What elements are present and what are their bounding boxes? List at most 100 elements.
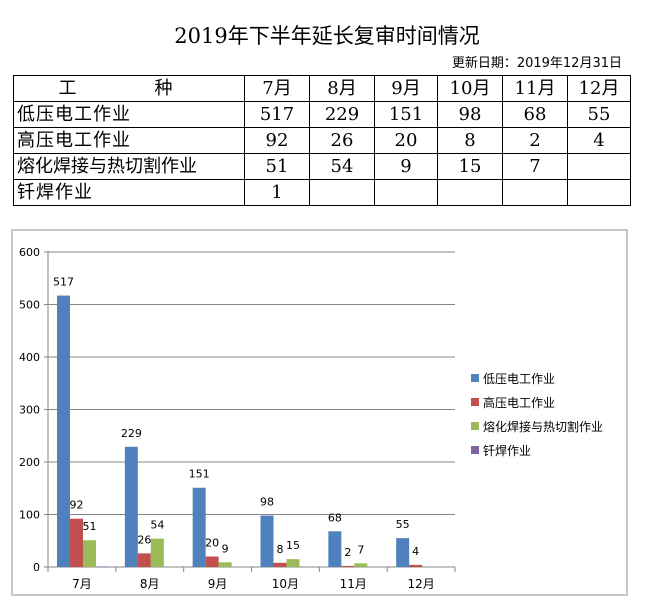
row-label: 钎焊作业 — [13, 179, 245, 206]
table-cell — [567, 179, 631, 206]
data-label: 15 — [286, 539, 300, 552]
chart-legend: 低压电工作业 高压电工作业 熔化焊接与热切割作业 钎焊作业 — [471, 366, 603, 462]
table-cell: 26 — [309, 127, 375, 154]
table-cell: 54 — [309, 153, 375, 180]
x-tick-label: 8月 — [140, 577, 160, 591]
header-cell-oct: 10月 — [437, 75, 503, 102]
table-cell: 8 — [437, 127, 503, 154]
y-tick-label: 300 — [19, 404, 40, 417]
bar — [70, 518, 83, 567]
data-label: 9 — [222, 542, 229, 555]
row-label: 高压电工作业 — [13, 127, 245, 154]
y-tick-label: 200 — [19, 456, 40, 469]
data-label: 54 — [150, 519, 164, 532]
x-tick-label: 7月 — [72, 577, 92, 591]
data-label: 151 — [189, 468, 210, 481]
table-cell: 9 — [374, 153, 438, 180]
table-row: 高压电工作业 92 26 20 8 2 4 — [13, 127, 631, 154]
header-cell-jul: 7月 — [244, 75, 310, 102]
legend-swatch-icon — [471, 398, 479, 406]
table-cell: 68 — [502, 101, 568, 128]
data-label: 4 — [412, 545, 419, 558]
table-cell: 229 — [309, 101, 375, 128]
table-row: 钎焊作业 1 — [13, 179, 631, 206]
page-title: 2019年下半年延长复审时间情况 — [174, 24, 480, 48]
data-label: 26 — [137, 533, 151, 546]
data-label: 2 — [344, 546, 351, 559]
table-cell: 1 — [244, 179, 310, 206]
x-tick-label: 11月 — [340, 577, 367, 591]
legend-label: 低压电工作业 — [483, 371, 556, 386]
data-label: 229 — [121, 427, 142, 440]
table-cell: 7 — [502, 153, 568, 180]
table-cell — [567, 153, 631, 180]
data-label: 55 — [396, 518, 410, 531]
bar — [150, 538, 164, 567]
bar — [192, 487, 206, 567]
table-cell: 517 — [244, 101, 310, 128]
bar — [137, 553, 151, 567]
table-cell: 2 — [502, 127, 568, 154]
table-row: 熔化焊接与热切割作业 51 54 9 15 7 — [13, 153, 631, 180]
legend-label: 钎焊作业 — [483, 443, 532, 458]
legend-item: 钎焊作业 — [471, 438, 603, 462]
legend-label: 熔化焊接与热切割作业 — [483, 419, 604, 434]
data-label: 20 — [205, 537, 219, 550]
row-label: 低压电工作业 — [13, 101, 245, 128]
header-cell-nov: 11月 — [502, 75, 568, 102]
y-tick-label: 400 — [19, 351, 40, 364]
legend-swatch-icon — [471, 446, 479, 454]
bar — [341, 565, 355, 567]
update-date: 更新日期：2019年12月31日 — [451, 56, 622, 71]
legend-swatch-icon — [471, 422, 479, 430]
bar — [328, 531, 342, 567]
table-cell: 92 — [244, 127, 310, 154]
bar — [273, 562, 287, 567]
y-tick-label: 500 — [19, 299, 40, 312]
y-tick-label: 0 — [33, 561, 40, 574]
bar — [409, 564, 423, 567]
table-cell: 20 — [374, 127, 438, 154]
data-label: 8 — [277, 543, 284, 556]
table-header-row: 工 种 7月 8月 9月 10月 11月 12月 — [13, 75, 631, 102]
data-table: 工 种 7月 8月 9月 10月 11月 12月 低压电工作业 517 229 … — [13, 75, 631, 206]
header-cell-category: 工 种 — [13, 75, 245, 102]
table-cell — [437, 179, 503, 206]
data-label: 68 — [328, 511, 342, 524]
legend-item: 低压电工作业 — [471, 366, 603, 390]
data-label: 92 — [70, 499, 84, 512]
table-cell: 98 — [437, 101, 503, 128]
bar — [205, 556, 219, 567]
bar — [124, 446, 138, 567]
legend-item: 高压电工作业 — [471, 390, 603, 414]
bar — [354, 563, 368, 567]
data-label: 7 — [357, 543, 364, 556]
data-label: 517 — [53, 276, 74, 289]
data-label: 98 — [260, 496, 274, 509]
bar-chart: 0 100 200 300 400 500 600 7月 517 92 51 8月 229 26 54 9月 1… — [11, 229, 628, 596]
bar — [218, 562, 232, 567]
header-cell-dec: 12月 — [567, 75, 631, 102]
table-cell: 151 — [374, 101, 438, 128]
bar — [57, 295, 70, 567]
table-cell: 4 — [567, 127, 631, 154]
legend-item: 熔化焊接与热切割作业 — [471, 414, 603, 438]
y-tick-label: 600 — [19, 246, 40, 259]
table-cell: 51 — [244, 153, 310, 180]
bar — [396, 538, 410, 567]
x-tick-label: 9月 — [208, 577, 228, 591]
chart-plot: 01002003004005006007月51792518月22926549月1… — [19, 246, 456, 591]
bar — [286, 559, 300, 567]
row-label: 熔化焊接与热切割作业 — [13, 153, 245, 180]
x-tick-label: 10月 — [272, 577, 299, 591]
table-cell — [502, 179, 568, 206]
x-tick-label: 12月 — [407, 577, 434, 591]
bar — [96, 566, 109, 568]
table-row: 低压电工作业 517 229 151 98 68 55 — [13, 101, 631, 128]
table-cell — [309, 179, 375, 206]
header-cell-aug: 8月 — [309, 75, 375, 102]
table-cell: 15 — [437, 153, 503, 180]
data-label: 51 — [83, 520, 97, 533]
bar — [83, 540, 96, 567]
legend-label: 高压电工作业 — [483, 395, 556, 410]
